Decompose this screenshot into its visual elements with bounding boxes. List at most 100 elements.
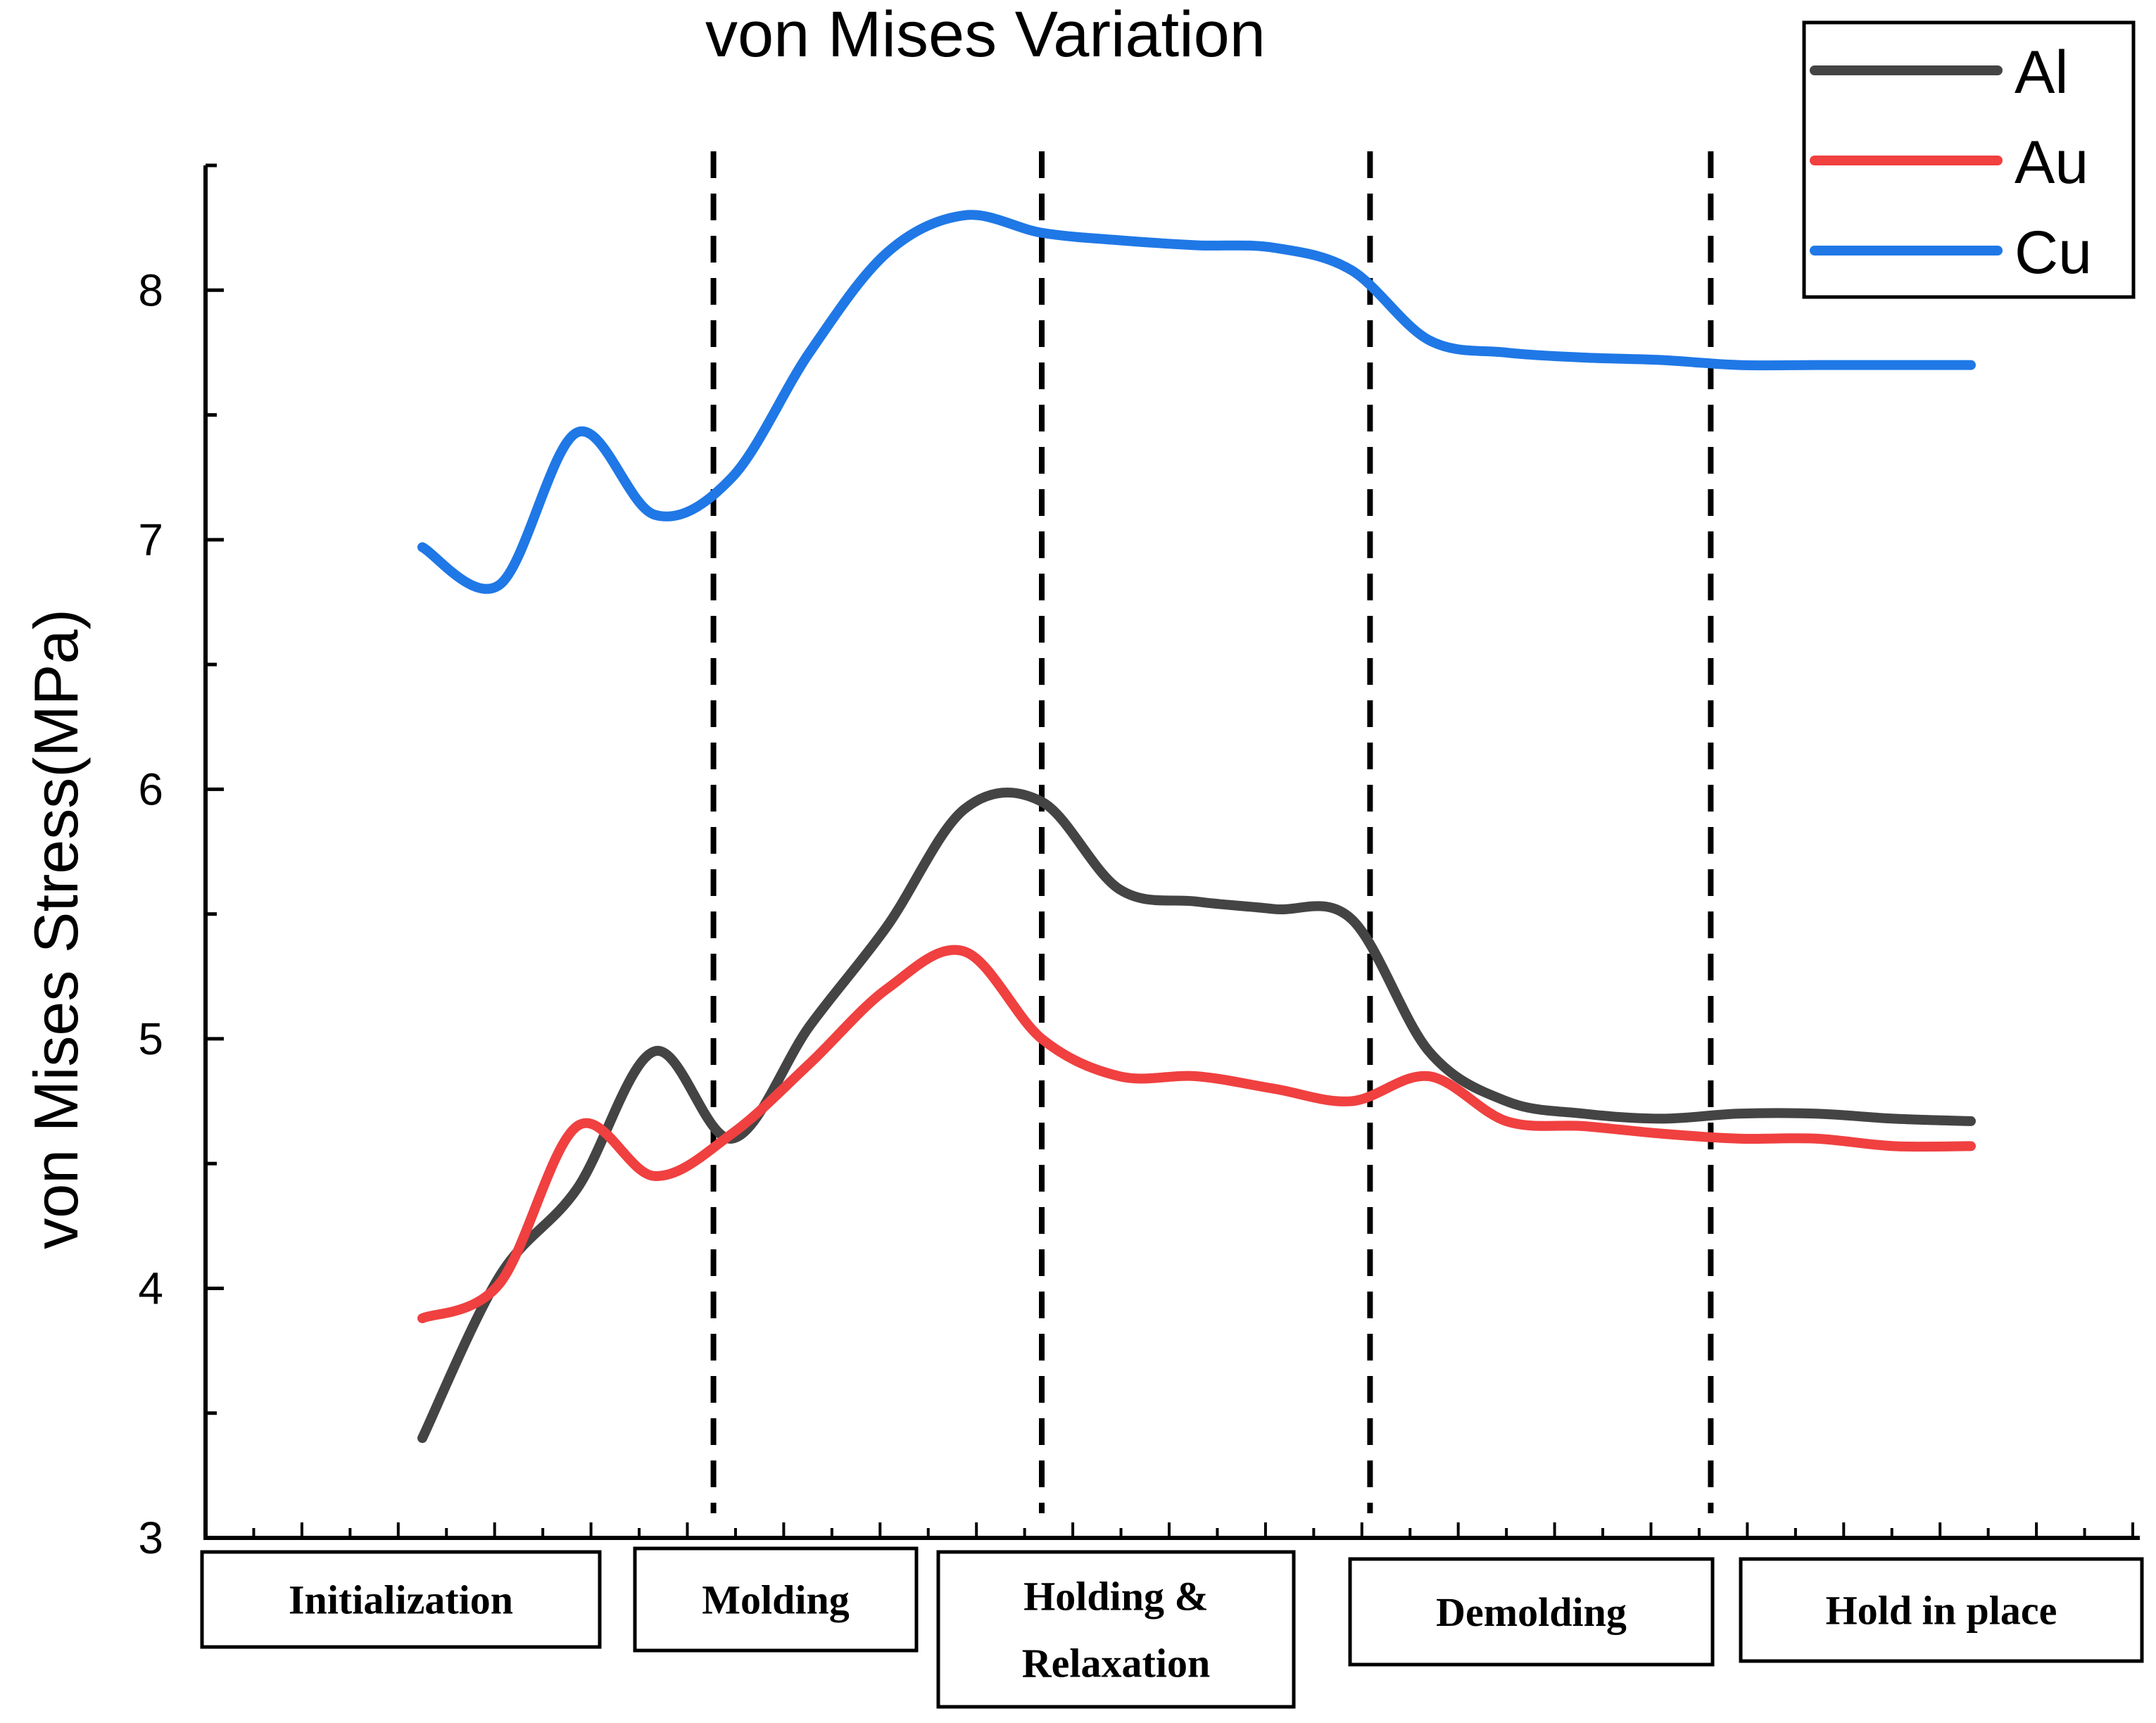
phase-boxes: Initialization Molding Holding & Relaxation… <box>200 1546 2144 1709</box>
series-au <box>417 945 1976 1323</box>
data-point-al <box>575 1186 579 1191</box>
data-point-au <box>1349 1099 1354 1104</box>
data-point-cu <box>420 545 424 550</box>
data-point-cu <box>653 512 657 517</box>
phase-box: Holding & Relaxation <box>936 1550 1296 1709</box>
data-point-al <box>1427 1049 1431 1054</box>
phase-box: Initialization <box>200 1550 602 1649</box>
data-point-al <box>1891 1116 1896 1121</box>
chart-title: von Mises Variation <box>705 0 1266 70</box>
data-point-cu <box>807 350 812 355</box>
legend-item-au: Au <box>1810 129 2088 196</box>
phase-label: Hold in place <box>1826 1588 2057 1634</box>
data-point-al <box>653 1049 657 1054</box>
data-point-au <box>498 1281 502 1286</box>
data-point-al <box>1194 899 1199 904</box>
phase-box-frame <box>633 1546 919 1653</box>
data-point-cu <box>1427 338 1431 343</box>
data-point-cu <box>885 251 889 255</box>
data-point-cu <box>1117 238 1121 243</box>
data-point-au <box>1891 1144 1896 1149</box>
legend-label: Au <box>2015 129 2088 196</box>
data-point-al <box>1582 1111 1586 1116</box>
phase-box-frame <box>1348 1557 1715 1667</box>
axes: 3 4 5 6 7 8 <box>138 163 2140 1563</box>
phase-box-frame <box>1739 1557 2144 1663</box>
y-tick-label: 8 <box>138 265 163 315</box>
data-point-au <box>1272 1086 1276 1091</box>
data-point-al <box>1736 1111 1741 1116</box>
series-line-cu <box>417 210 1976 594</box>
phase-label: Holding & Relaxation <box>1022 1574 1210 1686</box>
y-tick-label: 3 <box>138 1513 163 1563</box>
series-line-au <box>417 945 1976 1323</box>
data-point-au <box>1427 1074 1431 1079</box>
data-point-au <box>1969 1144 1973 1149</box>
data-point-cu <box>1814 362 1818 367</box>
data-point-au <box>420 1316 424 1320</box>
phase-label: Initialization <box>289 1577 513 1623</box>
phase-box: Molding <box>633 1546 919 1653</box>
data-point-au <box>1582 1124 1586 1128</box>
data-point-au <box>1814 1136 1818 1141</box>
data-point-cu <box>1582 355 1586 360</box>
data-point-al <box>1272 907 1276 911</box>
data-point-au <box>1040 1036 1044 1041</box>
data-point-cu <box>1736 362 1741 367</box>
data-point-au <box>653 1173 657 1178</box>
data-point-al <box>1814 1111 1818 1116</box>
phase-divider-lines <box>710 151 1714 1513</box>
data-point-au <box>1194 1074 1199 1079</box>
data-point-al <box>1117 887 1121 892</box>
legend-item-al: Al <box>1810 39 2068 106</box>
data-point-al <box>1969 1118 1973 1123</box>
data-point-au <box>1659 1131 1663 1136</box>
data-point-cu <box>1969 362 1973 367</box>
y-axis-label: von Mises Stress(MPa) <box>21 609 91 1249</box>
data-point-cu <box>962 213 966 217</box>
data-point-al <box>1504 1099 1508 1104</box>
data-point-cu <box>1040 230 1044 235</box>
data-point-cu <box>1349 267 1354 272</box>
data-point-cu <box>730 475 734 480</box>
phase-label: Demolding <box>1436 1589 1627 1635</box>
data-point-au <box>885 987 889 991</box>
data-point-cu <box>498 582 502 587</box>
phase-box: Demolding <box>1348 1557 1715 1667</box>
data-point-cu <box>575 430 579 435</box>
data-point-au <box>807 1061 812 1066</box>
legend-label: Cu <box>2015 219 2092 286</box>
data-point-al <box>1659 1116 1663 1121</box>
data-point-au <box>575 1124 579 1128</box>
data-point-au <box>1736 1136 1741 1141</box>
data-point-al <box>807 1024 812 1029</box>
data-point-al <box>1040 800 1044 804</box>
phase-box: Hold in place <box>1739 1557 2144 1663</box>
data-point-al <box>420 1436 424 1441</box>
data-point-al <box>1349 916 1354 921</box>
y-tick-label: 7 <box>138 515 163 565</box>
y-tick-label: 4 <box>138 1263 163 1313</box>
legend-label: Al <box>2015 39 2068 106</box>
data-point-al <box>885 924 889 929</box>
legend: Al Au Cu <box>1802 20 2136 299</box>
series-layer <box>417 210 1976 1444</box>
phase-label: Molding <box>702 1577 850 1623</box>
series-al <box>417 788 1976 1444</box>
data-point-au <box>962 949 966 954</box>
data-point-cu <box>1504 350 1508 355</box>
phase-box-frame <box>200 1550 602 1649</box>
data-point-cu <box>1194 243 1199 248</box>
y-tick-label: 6 <box>138 764 163 814</box>
series-cu <box>417 210 1976 594</box>
data-point-cu <box>1891 362 1896 367</box>
legend-item-cu: Cu <box>1810 219 2092 286</box>
phase-box-frame <box>936 1550 1296 1709</box>
data-point-cu <box>1659 358 1663 362</box>
data-point-au <box>730 1131 734 1136</box>
data-point-au <box>1117 1074 1121 1079</box>
data-point-cu <box>1272 246 1276 250</box>
data-point-au <box>1504 1118 1508 1123</box>
y-tick-label: 5 <box>138 1014 163 1064</box>
